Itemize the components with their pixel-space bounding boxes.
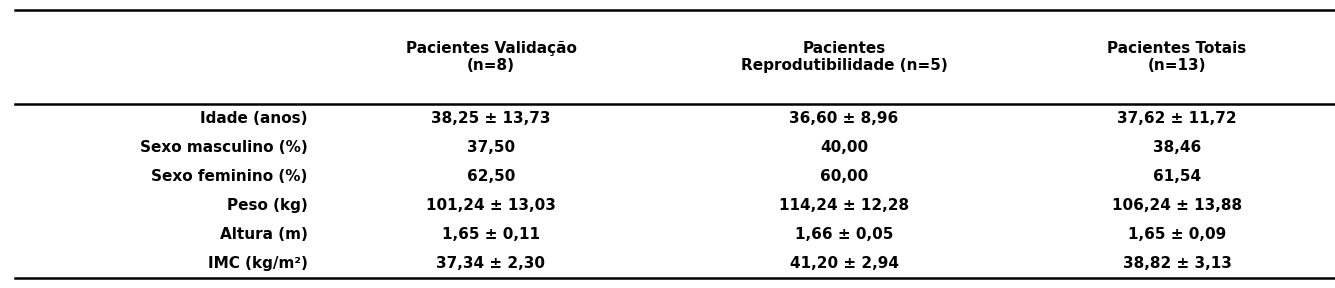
Text: 101,24 ± 13,03: 101,24 ± 13,03 <box>426 198 555 213</box>
Text: 41,20 ± 2,94: 41,20 ± 2,94 <box>789 256 898 271</box>
Text: Sexo feminino (%): Sexo feminino (%) <box>151 169 308 184</box>
Text: 106,24 ± 13,88: 106,24 ± 13,88 <box>1112 198 1242 213</box>
Text: Idade (anos): Idade (anos) <box>200 111 308 126</box>
Text: Pacientes Validação
(n=8): Pacientes Validação (n=8) <box>406 41 577 73</box>
Text: IMC (kg/m²): IMC (kg/m²) <box>208 256 308 271</box>
Text: 37,62 ± 11,72: 37,62 ± 11,72 <box>1117 111 1238 126</box>
Text: 60,00: 60,00 <box>820 169 868 184</box>
Text: 36,60 ± 8,96: 36,60 ± 8,96 <box>789 111 898 126</box>
Text: Pacientes
Reprodutibilidade (n=5): Pacientes Reprodutibilidade (n=5) <box>741 41 948 73</box>
Text: Pacientes Totais
(n=13): Pacientes Totais (n=13) <box>1108 41 1247 73</box>
Text: 37,34 ± 2,30: 37,34 ± 2,30 <box>437 256 546 271</box>
Text: 1,65 ± 0,09: 1,65 ± 0,09 <box>1128 227 1227 242</box>
Text: 62,50: 62,50 <box>467 169 515 184</box>
Text: 1,66 ± 0,05: 1,66 ± 0,05 <box>794 227 893 242</box>
Text: 1,65 ± 0,11: 1,65 ± 0,11 <box>442 227 539 242</box>
Text: 37,50: 37,50 <box>467 140 515 155</box>
Text: 38,25 ± 13,73: 38,25 ± 13,73 <box>431 111 551 126</box>
Text: 38,46: 38,46 <box>1153 140 1202 155</box>
Text: 40,00: 40,00 <box>820 140 868 155</box>
Text: Sexo masculino (%): Sexo masculino (%) <box>140 140 308 155</box>
Text: 38,82 ± 3,13: 38,82 ± 3,13 <box>1123 256 1231 271</box>
Text: 114,24 ± 12,28: 114,24 ± 12,28 <box>778 198 909 213</box>
Text: 61,54: 61,54 <box>1153 169 1202 184</box>
Text: Peso (kg): Peso (kg) <box>227 198 308 213</box>
Text: Altura (m): Altura (m) <box>220 227 308 242</box>
